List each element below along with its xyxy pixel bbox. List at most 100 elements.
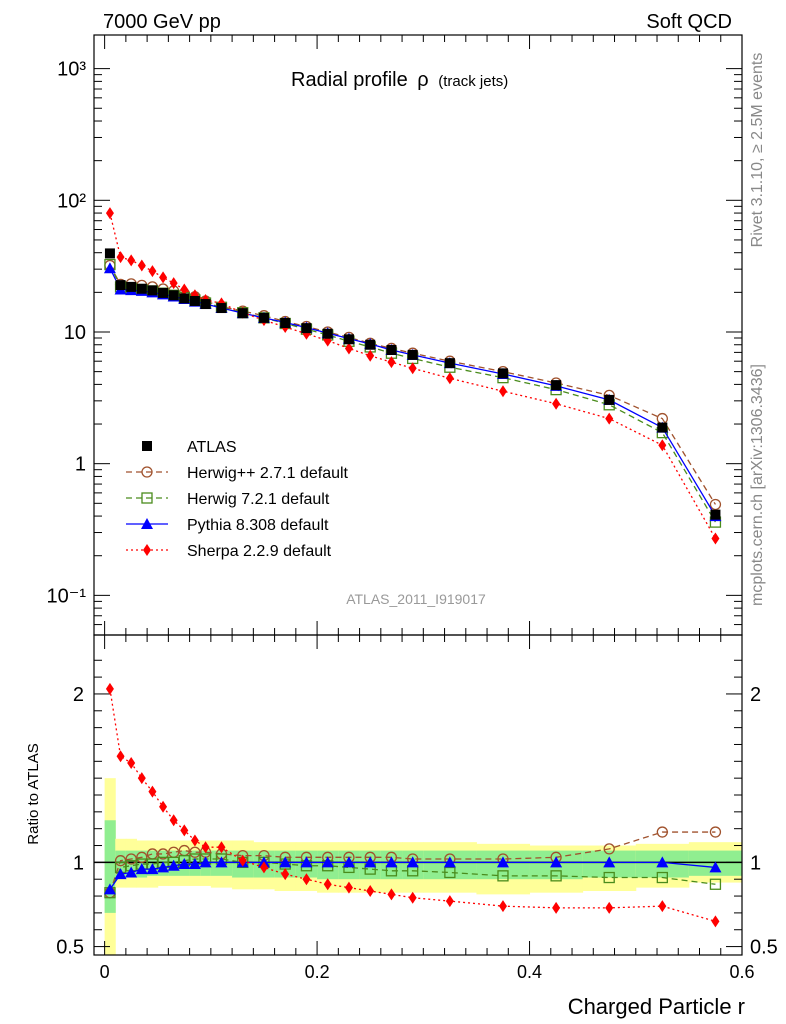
ratio-point	[190, 834, 199, 847]
ratio-point	[443, 856, 456, 868]
ratio-point	[366, 885, 375, 897]
data-point	[658, 439, 667, 452]
ratio-point	[169, 814, 178, 827]
data-point	[258, 312, 269, 323]
data-point	[115, 280, 126, 291]
y-tick-label: 10	[64, 322, 86, 344]
legend-marker	[141, 466, 153, 478]
y-tick-label: 1	[75, 454, 86, 476]
data-point	[103, 262, 116, 274]
data-point	[387, 356, 396, 369]
ratio-point	[157, 861, 170, 873]
series-line	[109, 212, 717, 539]
data-point	[344, 342, 353, 355]
legend-marker	[143, 544, 151, 556]
ratio-point	[445, 895, 454, 908]
legend-item-4: Sherpa 2.2.9 default	[126, 543, 332, 560]
x-tick-label: 0.6	[729, 962, 754, 982]
ratio-point	[217, 841, 226, 854]
data-point	[710, 509, 721, 520]
data-point	[189, 295, 200, 306]
data-point	[136, 283, 147, 294]
stat-uncertainty-band	[104, 820, 116, 913]
ratio-y-tick-label-right: 2	[750, 684, 761, 706]
stat-uncertainty-band	[147, 850, 159, 876]
ratio-point	[658, 900, 667, 913]
data-point	[148, 265, 157, 278]
ratio-point	[711, 915, 720, 928]
data-point	[408, 362, 417, 375]
ratio-point	[408, 891, 417, 904]
data-point	[159, 271, 168, 284]
header-right: Soft QCD	[646, 11, 732, 33]
data-point	[604, 394, 615, 405]
ratio-point	[385, 856, 398, 868]
data-point	[137, 259, 146, 272]
data-point	[237, 308, 248, 319]
ratio-point	[148, 785, 157, 798]
ratio-point	[550, 870, 562, 882]
data-point	[104, 248, 115, 259]
ratio-y-tick-label-right: 0.5	[750, 937, 778, 959]
y-tick-label: 10⁻¹	[47, 585, 87, 607]
ratio-point	[498, 900, 507, 913]
series-line	[109, 688, 716, 922]
ratio-point	[259, 861, 268, 874]
data-point	[116, 251, 125, 264]
main-series-0	[104, 248, 721, 520]
ratio-point	[199, 856, 212, 868]
data-point	[127, 254, 136, 267]
ratio-point	[238, 854, 247, 867]
data-point	[657, 422, 668, 433]
ratio-point	[342, 856, 355, 868]
legend-label: Herwig 7.2.1 default	[187, 491, 330, 508]
main-title-suffix: (track jets)	[438, 73, 508, 90]
ratio-point	[656, 871, 668, 884]
legend-item-0: ATLAS	[142, 439, 237, 456]
ratio-point	[603, 856, 616, 868]
legend-item-1: Herwig++ 2.7.1 default	[126, 465, 349, 482]
ratio-point	[103, 883, 116, 895]
ratio-point	[201, 841, 210, 854]
data-point	[105, 207, 114, 220]
ratio-series-2	[103, 856, 722, 895]
y-tick-label: 10³	[57, 59, 86, 81]
legend-label: Sherpa 2.2.9 default	[187, 543, 332, 560]
ratio-panel: 0 0.2 0.4 0.6 0.5 0.5 1 1 2 2	[56, 35, 778, 982]
ratio-point	[323, 878, 332, 891]
analysis-watermark: ATLAS_2011_I919017	[346, 591, 486, 607]
ratio-point	[159, 800, 168, 813]
data-point	[709, 498, 722, 511]
data-point	[216, 303, 227, 314]
y-tick-label: 10²	[57, 190, 86, 212]
ratio-point	[127, 757, 136, 769]
data-point	[301, 323, 312, 334]
data-point	[552, 397, 561, 410]
ratio-y-tick-label: 0.5	[56, 937, 84, 959]
data-point	[179, 293, 190, 304]
stat-uncertainty-band	[115, 850, 127, 878]
data-point	[498, 385, 507, 398]
main-title-symbol: ρ	[417, 69, 428, 91]
data-point	[605, 412, 614, 425]
legend-marker	[142, 441, 152, 451]
main-title: Radial profile ρ (track jets)	[291, 69, 508, 91]
data-point	[445, 372, 454, 385]
x-tick-label: 0.4	[517, 962, 542, 982]
ratio-point	[603, 871, 615, 884]
ratio-point	[180, 824, 189, 837]
ratio-y-tick-label: 2	[73, 684, 84, 706]
ratio-point	[281, 868, 290, 881]
data-point	[444, 358, 455, 369]
ratio-point	[344, 881, 353, 894]
ratio-point	[116, 750, 125, 763]
mcplots-label: mcplots.cern.ch [arXiv:1306.3436]	[749, 364, 766, 606]
ratio-point	[709, 826, 722, 838]
data-point	[147, 285, 158, 296]
data-point	[711, 532, 720, 545]
ratio-point	[157, 848, 169, 860]
data-point	[200, 299, 211, 310]
ratio-point	[656, 856, 669, 868]
data-point	[126, 281, 137, 292]
data-point	[407, 349, 418, 360]
